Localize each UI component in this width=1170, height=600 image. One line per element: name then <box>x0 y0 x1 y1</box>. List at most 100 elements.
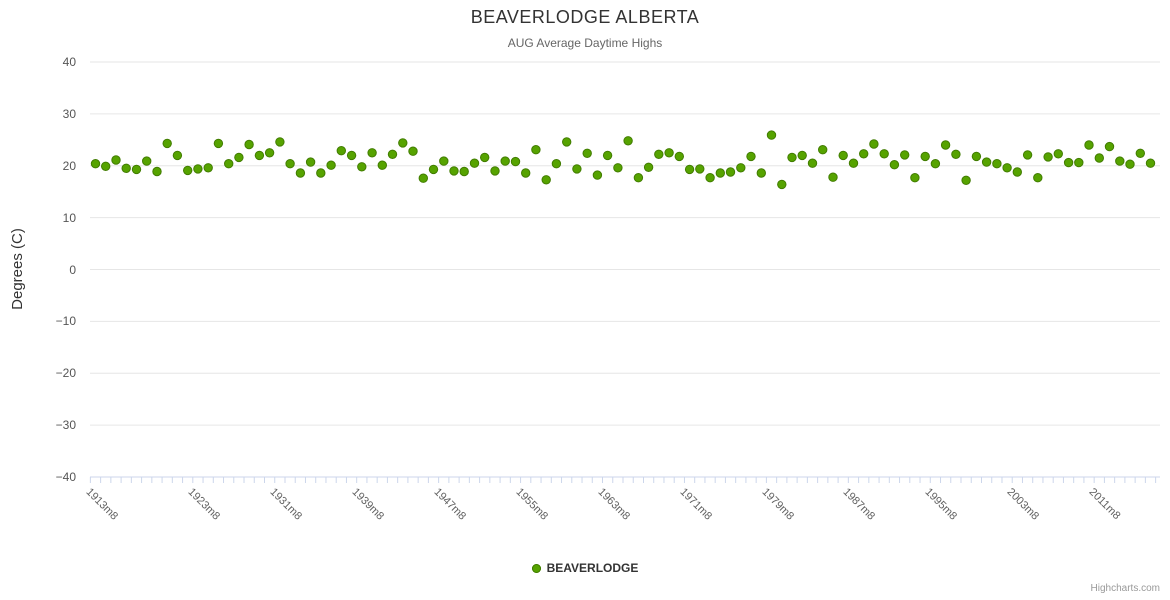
data-point[interactable] <box>305 157 316 167</box>
data-point[interactable] <box>551 159 562 169</box>
data-point[interactable] <box>459 166 469 177</box>
data-point[interactable] <box>357 162 367 172</box>
data-point[interactable] <box>674 151 684 162</box>
data-point[interactable] <box>992 159 1002 169</box>
data-point[interactable] <box>224 159 234 169</box>
data-point[interactable] <box>326 160 336 170</box>
data-point[interactable] <box>951 149 961 160</box>
data-point[interactable] <box>1022 150 1033 160</box>
data-point[interactable] <box>439 156 449 166</box>
data-point[interactable] <box>408 146 418 156</box>
data-point[interactable] <box>746 151 756 162</box>
data-point[interactable] <box>234 152 244 163</box>
data-point[interactable] <box>797 150 807 161</box>
data-point[interactable] <box>162 138 172 149</box>
data-point[interactable] <box>531 145 541 155</box>
data-point[interactable] <box>428 164 439 175</box>
data-point[interactable] <box>572 164 582 174</box>
data-point[interactable] <box>736 163 746 173</box>
data-point[interactable] <box>203 163 213 173</box>
data-point[interactable] <box>254 150 265 161</box>
data-point[interactable] <box>183 165 193 176</box>
data-point[interactable] <box>654 149 664 160</box>
data-point[interactable] <box>715 168 725 178</box>
data-point[interactable] <box>787 152 797 163</box>
data-point[interactable] <box>449 166 459 176</box>
data-point[interactable] <box>521 168 531 178</box>
data-point[interactable] <box>838 150 848 161</box>
data-point[interactable] <box>367 148 377 158</box>
data-point[interactable] <box>377 160 387 170</box>
data-point[interactable] <box>131 164 142 175</box>
data-point[interactable] <box>725 167 736 177</box>
data-point[interactable] <box>1002 163 1012 173</box>
data-point[interactable] <box>480 152 490 163</box>
data-point[interactable] <box>643 162 654 173</box>
data-point[interactable] <box>777 179 787 190</box>
data-point[interactable] <box>101 161 111 172</box>
data-point[interactable] <box>1033 173 1043 183</box>
data-point[interactable] <box>90 159 101 169</box>
data-point[interactable] <box>1115 156 1125 166</box>
data-point[interactable] <box>469 158 480 168</box>
data-point[interactable] <box>818 145 828 155</box>
data-point[interactable] <box>848 158 859 168</box>
data-point[interactable] <box>510 156 521 167</box>
data-point[interactable] <box>152 166 162 177</box>
data-point[interactable] <box>633 173 644 183</box>
data-point[interactable] <box>592 170 603 180</box>
data-point[interactable] <box>142 156 152 166</box>
data-point[interactable] <box>602 150 613 161</box>
data-point[interactable] <box>981 157 992 167</box>
data-point[interactable] <box>1053 149 1064 159</box>
data-point[interactable] <box>1012 167 1022 177</box>
data-point[interactable] <box>121 163 131 174</box>
data-point[interactable] <box>705 173 715 183</box>
data-point[interactable] <box>889 160 900 170</box>
data-point[interactable] <box>1063 157 1074 168</box>
data-point[interactable] <box>172 150 183 161</box>
data-point[interactable] <box>582 148 592 159</box>
data-point[interactable] <box>264 148 275 158</box>
data-point[interactable] <box>613 163 623 173</box>
data-point[interactable] <box>398 138 408 148</box>
data-point[interactable] <box>1135 148 1146 159</box>
data-point[interactable] <box>387 149 398 160</box>
data-point[interactable] <box>807 158 818 168</box>
data-point[interactable] <box>900 150 910 160</box>
data-point[interactable] <box>766 130 777 140</box>
data-point[interactable] <box>336 146 346 156</box>
data-point[interactable] <box>213 138 224 149</box>
data-point[interactable] <box>295 168 306 178</box>
data-point[interactable] <box>869 139 879 149</box>
data-point[interactable] <box>1084 140 1094 150</box>
data-point[interactable] <box>1043 152 1053 162</box>
data-point[interactable] <box>562 137 572 147</box>
data-point[interactable] <box>940 140 951 150</box>
data-point[interactable] <box>1125 159 1135 169</box>
data-point[interactable] <box>316 168 326 178</box>
highcharts-credits-link[interactable]: Highcharts.com <box>1090 583 1160 594</box>
data-point[interactable] <box>920 151 930 162</box>
legend[interactable]: BEAVERLODGE <box>0 561 1170 575</box>
data-point[interactable] <box>275 137 285 147</box>
data-point[interactable] <box>828 172 838 182</box>
data-point[interactable] <box>193 164 203 174</box>
data-point[interactable] <box>418 173 428 183</box>
data-point[interactable] <box>285 159 295 169</box>
data-point[interactable] <box>500 156 510 166</box>
data-point[interactable] <box>695 164 705 174</box>
data-point[interactable] <box>1145 158 1156 168</box>
data-point[interactable] <box>346 150 357 161</box>
data-point[interactable] <box>664 148 674 158</box>
data-point[interactable] <box>859 149 869 159</box>
data-point[interactable] <box>111 155 121 165</box>
data-point[interactable] <box>244 139 254 150</box>
data-point[interactable] <box>623 136 633 146</box>
data-point[interactable] <box>541 175 551 185</box>
data-point[interactable] <box>879 149 889 159</box>
data-point[interactable] <box>910 173 920 183</box>
data-point[interactable] <box>684 164 695 175</box>
data-point[interactable] <box>961 175 971 186</box>
data-point[interactable] <box>971 151 982 162</box>
